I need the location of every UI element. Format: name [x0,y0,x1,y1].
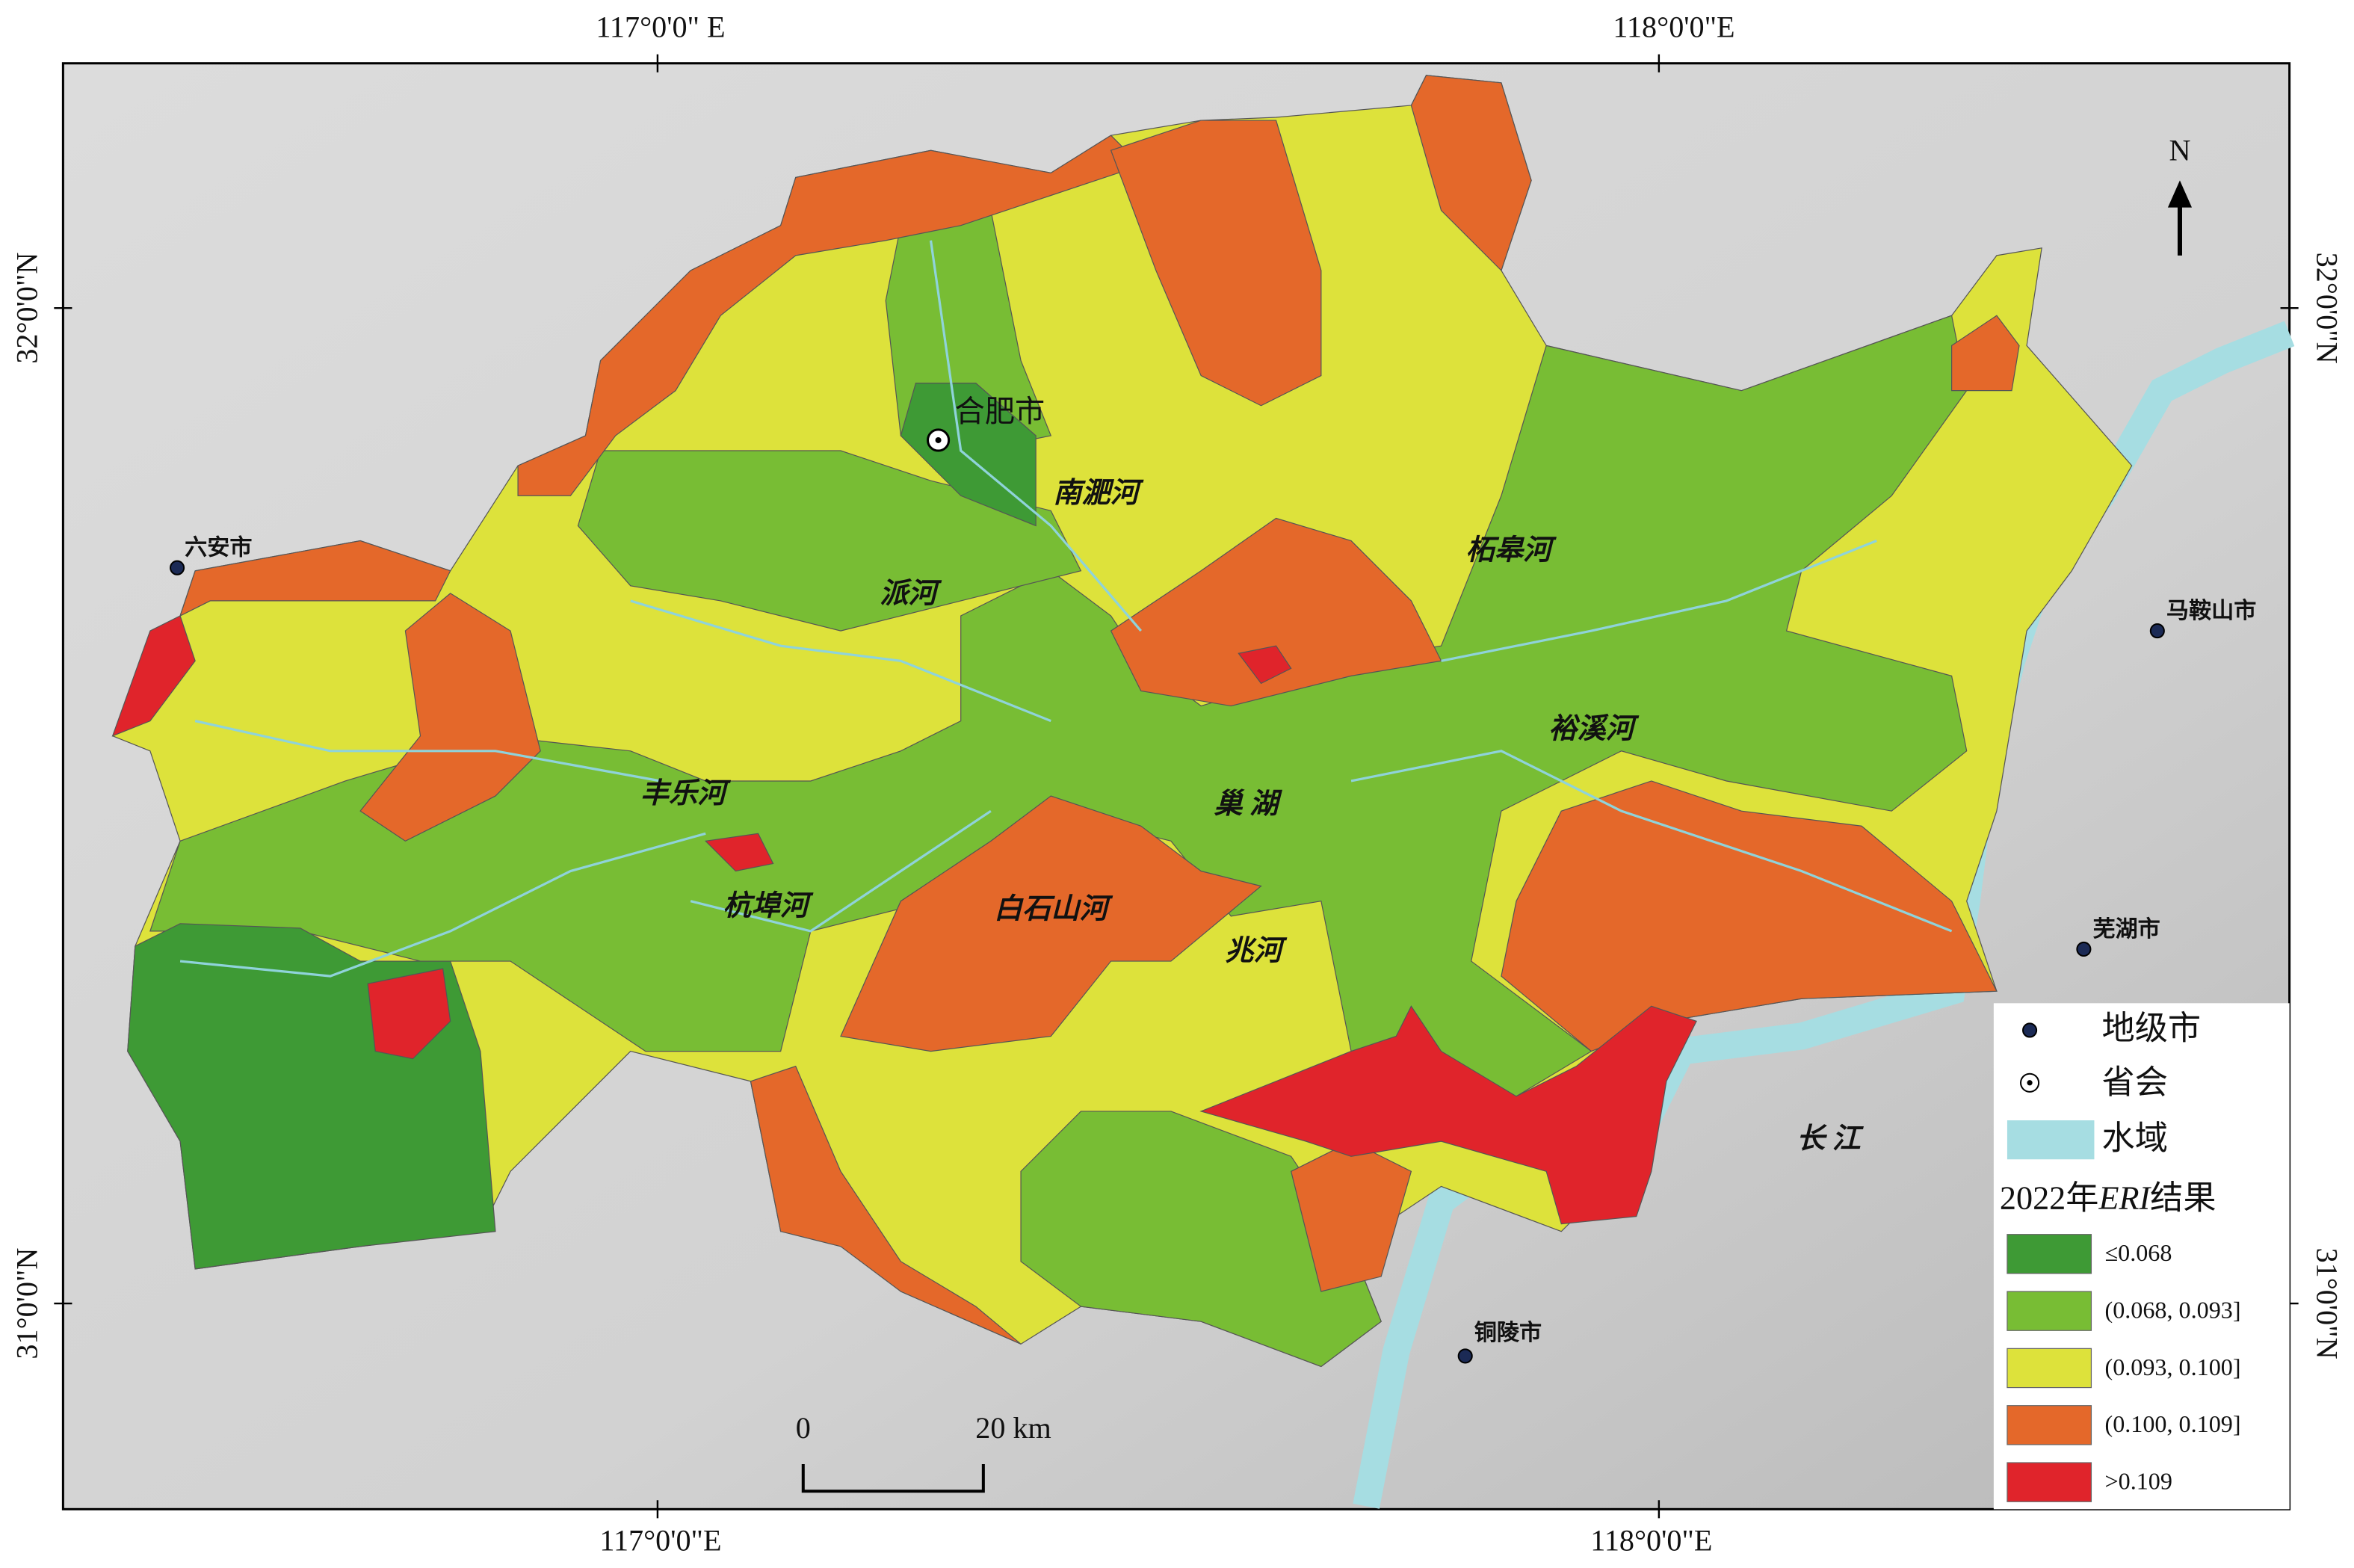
water-label: 派河 [880,578,942,610]
river [929,240,1143,632]
legend-swatch [2007,1234,2092,1274]
region [111,615,196,737]
north-label: N [2169,133,2190,167]
rivers [179,240,1953,978]
water-label: 杭埠河 [723,889,813,922]
city-marker [170,560,185,575]
legend-class-label: (0.100, 0.109] [2105,1410,2241,1437]
legend-swatch [2007,1405,2092,1445]
legend-swatch [2007,1348,2092,1389]
city-label: 马鞍山市 [2166,597,2256,623]
water-label: 丰乐河 [640,778,731,809]
legend-class-label: >0.109 [2105,1468,2172,1495]
city-label: 铜陵市 [1474,1319,1542,1345]
lat-label: 32°0'0"N [10,253,43,364]
lon-label: 117°0'0"E [599,1524,721,1558]
region [1238,645,1292,685]
city-label: 芜湖市 [2092,916,2160,942]
legend-label: 省会 [2102,1064,2168,1101]
river [630,599,1051,723]
lat-label: 32°0'0"N [2311,253,2344,364]
region [367,968,451,1060]
scale-bar [801,1464,985,1493]
regions [111,75,2133,1368]
region [1501,780,1998,1052]
region [359,593,541,842]
legend-water-symbol [2007,1120,2095,1160]
lon-label: 118°0'0"E [1613,10,1734,44]
city-marker [1457,1348,1473,1364]
lat-label: 31°0'0"N [2311,1248,2344,1359]
region [750,1065,1022,1345]
lon-label: 117°0'0" E [596,10,725,44]
lon-label: 118°0'0"E [1590,1524,1712,1558]
region [840,795,1262,1052]
legend-class-label: (0.093, 0.100] [2105,1354,2241,1380]
river [1350,750,1953,933]
legend-swatch [2007,1462,2092,1502]
water-label: 柘皋河 [1466,534,1557,566]
lat-label: 31°0'0"N [10,1248,43,1359]
water-label: 兆河 [1225,936,1287,967]
city-marker [2076,941,2092,957]
legend-class-label: (0.068, 0.093] [2105,1297,2241,1324]
region [1020,1111,1382,1368]
region [179,540,451,617]
region [900,383,1037,527]
scale-label: 0 [796,1411,811,1445]
legend-title-part: 2022年 [2000,1180,2099,1217]
city-label: 合肥市 [955,395,1045,428]
legend-city-symbol [2022,1022,2038,1038]
north-arrow-head [2167,180,2193,208]
legend-capital-dot [2027,1080,2033,1086]
legend-swatch [2007,1291,2092,1331]
capital-marker-dot [935,436,942,443]
region [1410,75,1532,272]
river [179,832,706,978]
legend-title-part: 结果 [2150,1180,2216,1217]
legend: 地级市 省会 水域 2022年ERI结果 ≤0.068 (0.068, 0.093… [1993,1003,2290,1510]
city-label: 六安市 [185,534,252,561]
water-label: 裕溪河 [1548,713,1639,744]
region [577,450,1082,632]
region [517,135,1142,496]
region [1110,517,1442,707]
water-label: 白石山河 [994,894,1113,925]
region [1199,1005,1697,1225]
river [1441,540,1877,662]
region [1951,315,2020,392]
river [194,720,661,783]
region [1110,120,1322,407]
legend-title: 2022年ERI结果 [2000,1180,2216,1217]
river [690,809,992,933]
legend-title-part: ERI [2098,1180,2151,1217]
region [704,833,774,872]
legend-label: 地级市 [2102,1010,2202,1047]
city-marker [2149,623,2165,639]
legend-class-label: ≤0.068 [2105,1239,2172,1266]
water-label: 长 江 [1797,1123,1865,1155]
scale-label: 20 km [975,1411,1051,1445]
water-label: 南淝河 [1053,478,1143,509]
legend-label: 水域 [2102,1120,2168,1156]
water-label: 巢 湖 [1214,788,1282,820]
